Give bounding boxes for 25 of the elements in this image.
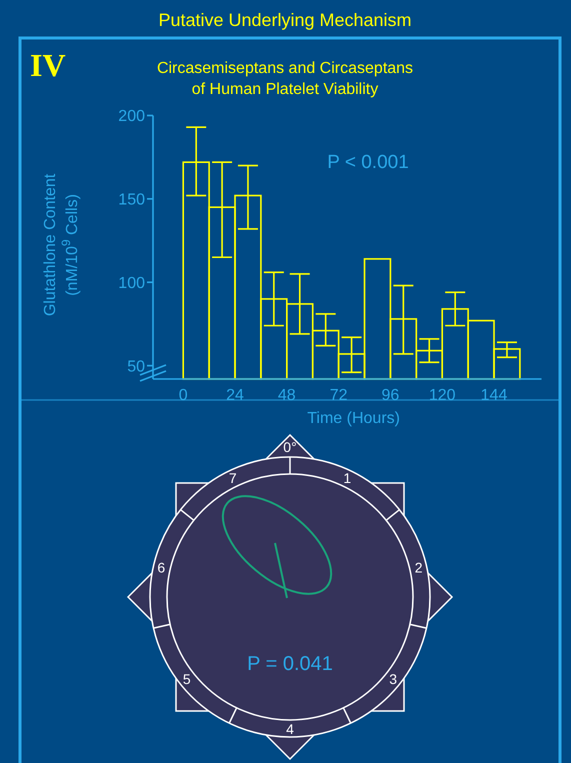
x-tick-label: 48 [278,387,296,404]
y-tick-label: 200 [118,108,146,126]
category-label: 6 [157,560,166,576]
x-tick-label: 72 [330,387,348,404]
category-label: 4 [286,720,294,737]
category-label: 0° [283,438,297,455]
y-tick-label: 100 [118,274,146,292]
x-tick-label: 24 [226,387,244,404]
category-label: 1 [343,470,352,486]
x-tick-label: 120 [428,387,456,404]
x-tick-label: 0 [178,387,188,404]
category-label: 3 [389,671,398,688]
y-tick-label: 150 [118,191,146,208]
category-label: 5 [182,671,191,688]
category-label: 7 [228,470,237,486]
x-tick-label: 144 [480,387,508,404]
text: IV [30,47,66,83]
category-label: 2 [414,560,423,576]
x-axis-title: Time (Hours) [307,410,400,427]
text: P = 0.041 [247,653,333,675]
chart-title: Circasemiseptans and Circaseptans of Human Platelet Viability [156,60,414,98]
annotation: P < 0.001 [327,152,409,173]
text: Putative Underlying Mechanism [158,10,412,30]
x-tick-label: 96 [382,387,400,404]
y-tick-label: 50 [127,358,146,376]
